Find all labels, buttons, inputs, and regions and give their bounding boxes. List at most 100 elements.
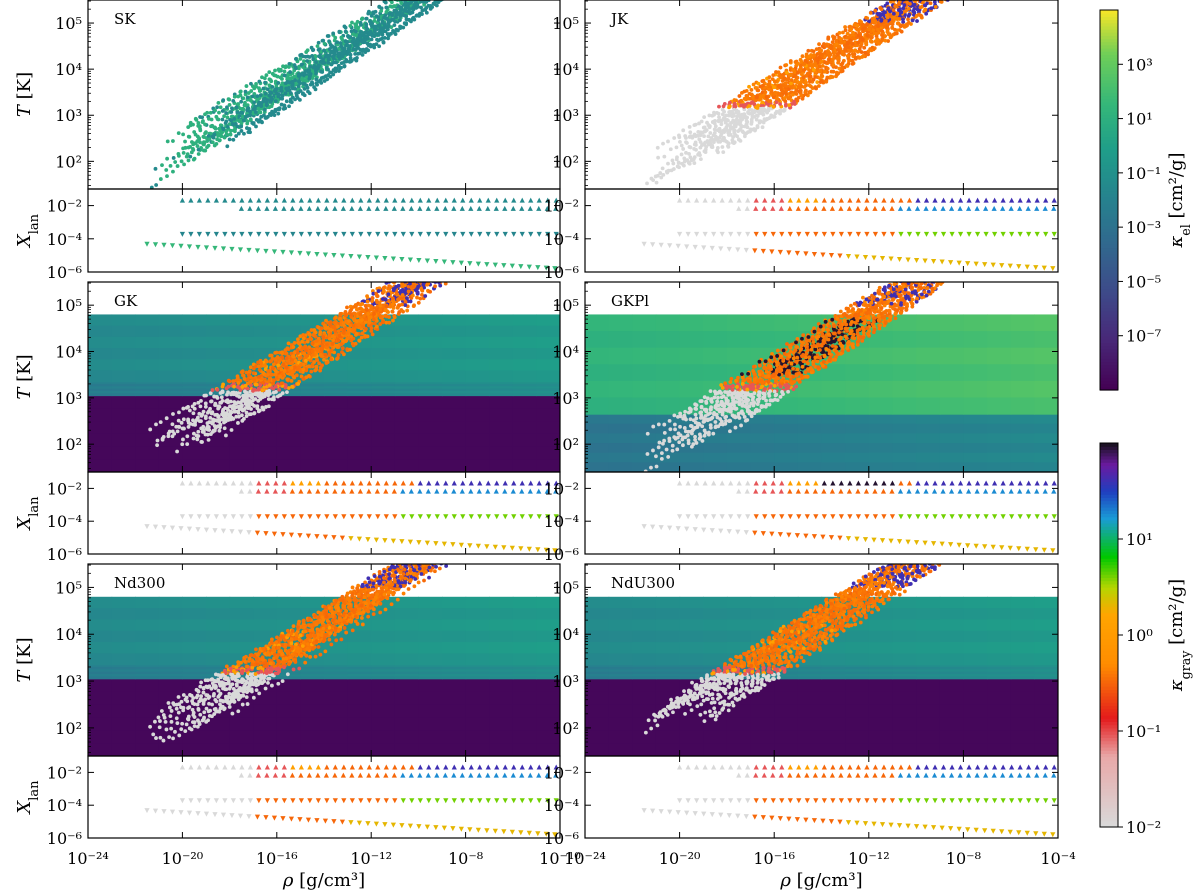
trajectory-point bbox=[188, 120, 193, 125]
trajectory-point bbox=[847, 59, 851, 63]
trajectory-point bbox=[750, 109, 755, 114]
trajectory-point bbox=[217, 110, 221, 115]
trajectory-point bbox=[359, 30, 363, 34]
trajectory-point bbox=[737, 137, 741, 142]
lanthanide-marker bbox=[409, 231, 415, 237]
heatmap-cell bbox=[489, 421, 514, 435]
panel-frame bbox=[584, 0, 1059, 190]
trajectory-point bbox=[326, 57, 331, 61]
lanthanide-marker bbox=[803, 251, 809, 257]
lanthanide-marker bbox=[349, 231, 355, 237]
heatmap-cell bbox=[182, 381, 207, 385]
trajectory-point bbox=[742, 89, 747, 94]
trajectory-point bbox=[264, 103, 269, 108]
heatmap-cell bbox=[347, 386, 372, 390]
trajectory-point bbox=[177, 425, 182, 429]
trajectory-point bbox=[221, 126, 226, 131]
lanthanide-marker bbox=[838, 197, 844, 203]
trajectory-point bbox=[861, 27, 865, 32]
heatmap-cell bbox=[418, 325, 443, 338]
trajectory-point bbox=[293, 65, 298, 70]
lanthanide-marker bbox=[298, 205, 304, 211]
trajectory-point bbox=[749, 120, 754, 124]
y-tick-label: 10⁻² bbox=[544, 197, 579, 216]
trajectory-point bbox=[355, 307, 359, 311]
trajectory-point bbox=[784, 63, 789, 67]
trajectory-point bbox=[181, 406, 186, 411]
trajectory-point bbox=[311, 333, 316, 338]
heatmap-cell bbox=[276, 370, 301, 383]
trajectory-point bbox=[916, 12, 921, 17]
heatmap-cell bbox=[347, 421, 372, 435]
lanthanide-marker bbox=[940, 197, 947, 203]
trajectory-point bbox=[365, 299, 370, 304]
trajectory-point bbox=[298, 89, 303, 93]
lanthanide-marker bbox=[494, 197, 500, 203]
heatmap-cell bbox=[394, 421, 419, 435]
trajectory-point bbox=[349, 338, 354, 343]
trajectory-point bbox=[760, 125, 765, 130]
trajectory-point bbox=[392, 23, 397, 28]
trajectory-point bbox=[897, 0, 902, 4]
trajectory-point bbox=[353, 29, 358, 34]
trajectory-point bbox=[679, 143, 684, 148]
trajectory-point bbox=[384, 320, 389, 325]
trajectory-point bbox=[428, 277, 432, 281]
heatmap-cell bbox=[465, 408, 490, 422]
trajectory-point bbox=[932, 0, 937, 4]
trajectory-point bbox=[391, 318, 395, 323]
heatmap-cell bbox=[347, 433, 372, 448]
trajectory-point bbox=[807, 83, 812, 88]
y-tick-label: 10⁴ bbox=[55, 60, 82, 79]
heatmap-cell bbox=[158, 383, 183, 387]
trajectory-point bbox=[347, 47, 351, 52]
heatmap-cell bbox=[536, 381, 560, 385]
lanthanide-marker bbox=[230, 231, 236, 237]
trajectory-point bbox=[897, 7, 902, 12]
trajectory-point bbox=[865, 33, 870, 38]
heatmap-cell bbox=[111, 348, 136, 360]
heatmap-cell bbox=[371, 370, 396, 383]
trajectory-point bbox=[179, 420, 184, 425]
trajectory-point bbox=[243, 103, 247, 108]
heatmap-cell bbox=[394, 370, 419, 383]
trajectory-point bbox=[208, 110, 213, 115]
trajectory-point bbox=[226, 378, 231, 383]
heatmap-cell bbox=[206, 348, 231, 360]
trajectory-point bbox=[348, 35, 353, 39]
lanthanide-marker bbox=[719, 231, 725, 237]
trajectory-point bbox=[224, 411, 229, 415]
lanthanide-marker bbox=[391, 205, 397, 211]
trajectory-point bbox=[192, 401, 197, 406]
trajectory-point bbox=[222, 114, 227, 119]
trajectory-point bbox=[409, 0, 414, 5]
trajectory-point bbox=[319, 326, 324, 331]
lanthanide-marker bbox=[931, 205, 938, 211]
heatmap-cell bbox=[394, 383, 419, 387]
trajectory-point bbox=[843, 28, 848, 33]
heatmap-cell bbox=[111, 421, 136, 435]
trajectory-point bbox=[332, 56, 336, 61]
lanthanide-marker bbox=[518, 264, 524, 270]
trajectory-point bbox=[701, 125, 706, 130]
lanthanide-marker bbox=[485, 205, 491, 211]
trajectory-point bbox=[196, 147, 201, 152]
heatmap-cell bbox=[465, 383, 490, 387]
trajectory-point bbox=[290, 79, 295, 84]
trajectory-point bbox=[213, 403, 217, 407]
heatmap-cell bbox=[182, 314, 207, 327]
heatmap-cell bbox=[300, 381, 325, 385]
trajectory-point bbox=[819, 60, 824, 64]
trajectory-point bbox=[835, 48, 840, 52]
trajectory-point bbox=[859, 41, 864, 46]
trajectory-point bbox=[239, 99, 244, 104]
trajectory-point bbox=[216, 414, 221, 419]
trajectory-point bbox=[424, 10, 429, 15]
trajectory-point bbox=[418, 11, 423, 16]
heatmap-cell bbox=[206, 370, 231, 383]
heatmap-cell bbox=[489, 390, 514, 394]
trajectory-point bbox=[161, 435, 166, 439]
trajectory-point bbox=[382, 0, 387, 4]
heatmap-cell bbox=[276, 459, 301, 472]
heatmap-cell bbox=[512, 325, 537, 338]
